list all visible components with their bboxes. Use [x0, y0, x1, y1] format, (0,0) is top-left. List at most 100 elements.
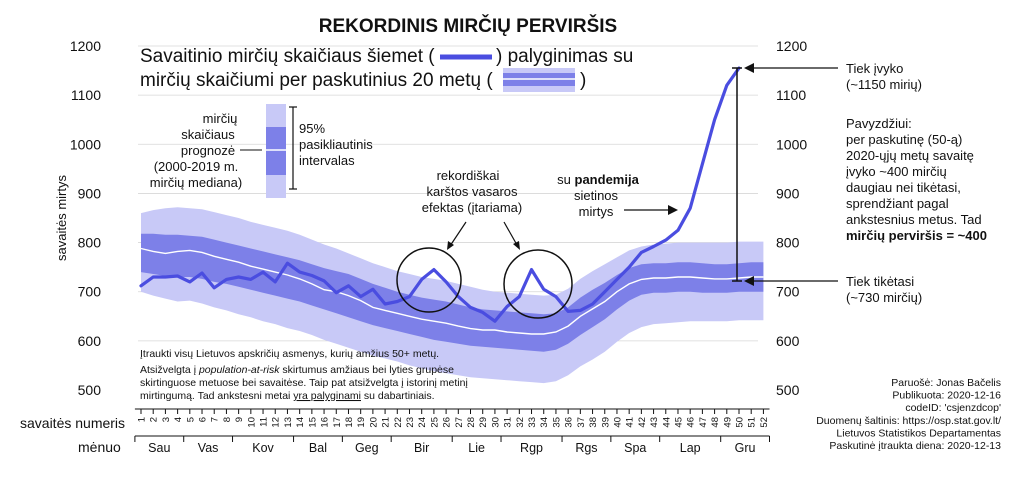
week-tick-label: 35	[551, 417, 562, 428]
example-bold: mirčių perviršis = ~400	[846, 228, 987, 243]
pandemic-arrow-head	[668, 205, 678, 215]
month-label-Gru: Gru	[735, 441, 756, 455]
y-tick-right-500: 500	[776, 382, 800, 398]
y-tick-right-1100: 1100	[776, 87, 806, 103]
month-label-Lap: Lap	[680, 441, 701, 455]
week-tick-label: 42	[637, 417, 648, 428]
example-line-2: per paskutinę (50-ą)	[846, 132, 962, 147]
week-tick-label: 3	[161, 417, 172, 422]
week-tick-label: 27	[454, 417, 465, 428]
legend-ci-label-1: 95%	[299, 121, 325, 136]
pandemic-annotation: su pandemija sietinos mirtys	[557, 172, 678, 219]
ci-inner-band	[141, 233, 764, 352]
pandemic-line1: su pandemija	[557, 172, 639, 187]
week-tick-label: 39	[600, 417, 611, 428]
x-axis-month-label: mėnuo	[78, 439, 121, 455]
expected-arrow-head	[744, 276, 754, 286]
chart-title: REKORDINIS MIRČIŲ PERVIRŠIS	[319, 15, 617, 37]
week-tick-label: 21	[381, 417, 392, 428]
week-tick-label: 26	[442, 417, 453, 428]
week-tick-label: 46	[686, 417, 697, 428]
subtitle-line2-end: )	[580, 70, 586, 91]
week-tick-label: 37	[576, 417, 587, 428]
note-line-4-pre: mirtingumą. Tad ankstesni metai	[140, 390, 293, 402]
week-tick-label: 5	[185, 417, 196, 422]
note-line-2: Atsižvelgta į population-at-risk skirtum…	[140, 364, 454, 376]
week-tick-label: 32	[515, 417, 526, 428]
method-note: Įtraukti visų Lietuvos apskričių asmenys…	[140, 348, 468, 402]
example-line-3: 2020-ųjų metų savaitę	[846, 148, 974, 163]
summer-arrow-1	[449, 221, 467, 247]
week-tick-label: 9	[234, 417, 245, 422]
note-line-2-pre: Atsižvelgta į	[140, 364, 199, 376]
note-line-4-post: su dabartiniais.	[361, 390, 435, 402]
week-tick-label: 10	[246, 417, 257, 428]
y-tick-right-900: 900	[776, 185, 800, 201]
summer-effect-3: efektas (įtariama)	[422, 200, 522, 215]
week-tick-label: 31	[503, 417, 514, 428]
credit-line-5: Lietuvos Statistikos Departamentas	[836, 427, 1001, 439]
y-axis-right: 500 600 700 800 900 1000 1100 1200	[776, 38, 807, 398]
week-tick-label: 38	[588, 417, 599, 428]
legend-forecast: 95% pasikliautinis intervalas mirčių ska…	[150, 104, 373, 198]
summer-arrow-1-head	[447, 241, 454, 250]
week-tick-label: 29	[478, 417, 489, 428]
summer-arrow-2	[503, 221, 518, 246]
legend-forecast-label-4: (2000-2019 m.	[154, 159, 239, 174]
week-tick-label: 47	[698, 417, 709, 428]
subtitle-line1-end: ) palyginimas su	[496, 46, 633, 67]
example-line-4: įvyko ~400 mirčių	[846, 164, 947, 179]
y-tick-left-1000: 1000	[70, 136, 101, 152]
x-axis: 1 2 3 4 5 6 7 8 9 10 11 12 13 14 15 16 17 18 19 20 21 22 23 24 2…	[134, 408, 771, 455]
month-label-Vas: Vas	[198, 441, 219, 455]
week-tick-label: 34	[539, 417, 550, 428]
pandemic-line2: sietinos	[574, 188, 619, 203]
y-tick-left-600: 600	[78, 333, 102, 349]
week-tick-label: 49	[722, 417, 733, 428]
week-tick-label: 17	[332, 417, 343, 428]
y-tick-right-600: 600	[776, 333, 800, 349]
week-tick-label: 45	[673, 417, 684, 428]
credit-line-6: Paskutinė įtraukta diena: 2020-12-13	[829, 440, 1001, 452]
confidence-bands	[140, 207, 764, 384]
summer-circle-2	[503, 249, 573, 319]
y-tick-right-800: 800	[776, 235, 800, 251]
week-tick-label: 51	[747, 417, 758, 428]
month-label-Kov: Kov	[252, 441, 274, 455]
week-tick-label: 50	[735, 417, 746, 428]
summer-effect-1: rekordiškai	[437, 168, 500, 183]
week-tick-label: 2	[149, 417, 160, 422]
example-line-6: sprendžiant pagal	[846, 196, 949, 211]
week-tick-label: 52	[759, 417, 770, 428]
subtitle-line1: Savaitinio mirčių skaičiaus šiemet (	[140, 46, 435, 67]
y-tick-left-700: 700	[78, 284, 102, 300]
month-label-Rgp: Rgp	[520, 441, 543, 455]
legend-forecast-label-5: mirčių mediana)	[150, 175, 242, 190]
ci-outer-band	[141, 207, 764, 384]
pandemic-bold: pandemija	[575, 172, 640, 187]
note-line-4: mirtingumą. Tad ankstesni metai yra paly…	[140, 390, 435, 402]
actual-label-1: Tiek įvyko	[846, 61, 903, 76]
month-label-Bir: Bir	[414, 441, 429, 455]
month-label-Sau: Sau	[148, 441, 170, 455]
week-tick-label: 18	[344, 417, 355, 428]
week-tick-label: 22	[393, 417, 404, 428]
series-2020	[139, 66, 741, 323]
legend-forecast-label-3: prognozė	[181, 143, 235, 158]
note-line-2-italic: population-at-risk	[198, 364, 280, 376]
example-line-1: Pavyzdžiui:	[846, 116, 912, 131]
week-tick-label: 19	[356, 417, 367, 428]
week-tick-label: 14	[295, 417, 306, 428]
month-label-Rgs: Rgs	[575, 441, 597, 455]
subtitle-line2: mirčių skaičiumi per paskutinius 20 metų…	[140, 70, 493, 91]
summer-circle-1	[396, 247, 462, 313]
week-tick-label: 30	[490, 417, 501, 428]
example-line-7: ankstesnius metus. Tad	[846, 212, 982, 227]
legend-ci-label-3: intervalas	[299, 153, 355, 168]
week-tick-label: 1	[137, 417, 148, 422]
legend-ci-label-2: pasikliautinis	[299, 137, 373, 152]
note-line-3: skirtinguose metuose bei savaitėse. Taip…	[140, 377, 468, 389]
y-tick-right-1200: 1200	[776, 38, 807, 54]
